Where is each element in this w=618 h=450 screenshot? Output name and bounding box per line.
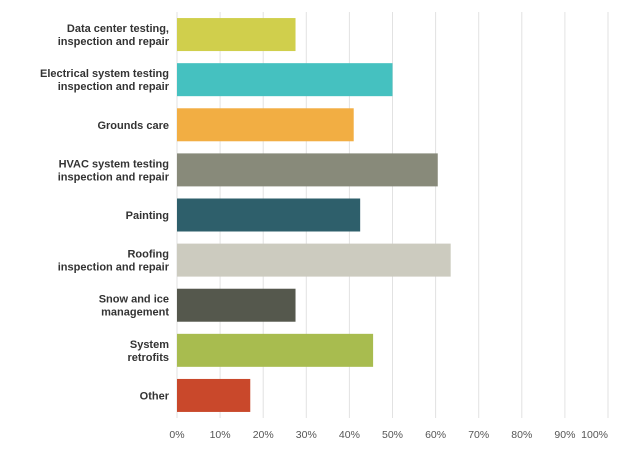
category-label-line: HVAC system testing <box>59 158 169 170</box>
bar <box>177 63 393 97</box>
category-label-line: management <box>101 307 169 319</box>
category-label-line: inspection and repair <box>58 171 170 183</box>
category-labels: Data center testing, inspection and repai… <box>40 23 170 402</box>
bar <box>177 243 451 277</box>
category-label-line: inspection and repair <box>58 81 170 93</box>
category-label: Other <box>140 390 170 402</box>
bars <box>177 18 451 412</box>
category-label: Roofing inspection and repair <box>58 249 170 274</box>
x-tick-label: 30% <box>296 429 317 441</box>
x-tick-label: 50% <box>382 429 403 441</box>
x-tick-label: 60% <box>425 429 446 441</box>
category-label: System retrofits <box>127 339 169 364</box>
category-label: Grounds care <box>97 120 169 132</box>
category-label-line: Electrical system testing <box>40 68 169 80</box>
bar <box>177 288 296 322</box>
category-label: HVAC system testing inspection and repair <box>58 158 170 183</box>
category-label-line: Data center testing, <box>67 23 169 35</box>
category-label-line: Roofing <box>127 249 169 261</box>
bar <box>177 153 438 187</box>
category-label-line: System <box>130 339 169 351</box>
category-label-line: Painting <box>126 210 169 222</box>
category-label: Electrical system testing inspection and … <box>40 68 170 93</box>
x-tick-label: 70% <box>468 429 489 441</box>
category-label: Painting <box>126 210 169 222</box>
x-tick-label: 0% <box>169 429 184 441</box>
x-tick-label: 10% <box>210 429 231 441</box>
x-tick-label: 20% <box>253 429 274 441</box>
category-label-line: Grounds care <box>97 120 169 132</box>
x-tick-label: 40% <box>339 429 360 441</box>
category-label: Data center testing, inspection and repai… <box>58 23 170 48</box>
bar <box>177 333 374 367</box>
category-label-line: inspection and repair <box>58 262 170 274</box>
x-tick-label: 80% <box>511 429 532 441</box>
bar <box>177 18 296 52</box>
bar <box>177 198 361 232</box>
category-label-line: inspection and repair <box>58 36 170 48</box>
category-label-line: Other <box>140 390 170 402</box>
bar <box>177 378 251 412</box>
x-tick-label: 100% <box>581 429 608 441</box>
bar <box>177 108 354 142</box>
category-label: Snow and ice management <box>99 294 170 319</box>
category-label-line: retrofits <box>127 352 169 364</box>
x-axis-tick-labels: 0% 10% 20% 30% 40% 50% 60% 70% 80% 90% 100% <box>169 429 608 441</box>
x-tick-label: 90% <box>554 429 575 441</box>
category-label-line: Snow and ice <box>99 294 169 306</box>
